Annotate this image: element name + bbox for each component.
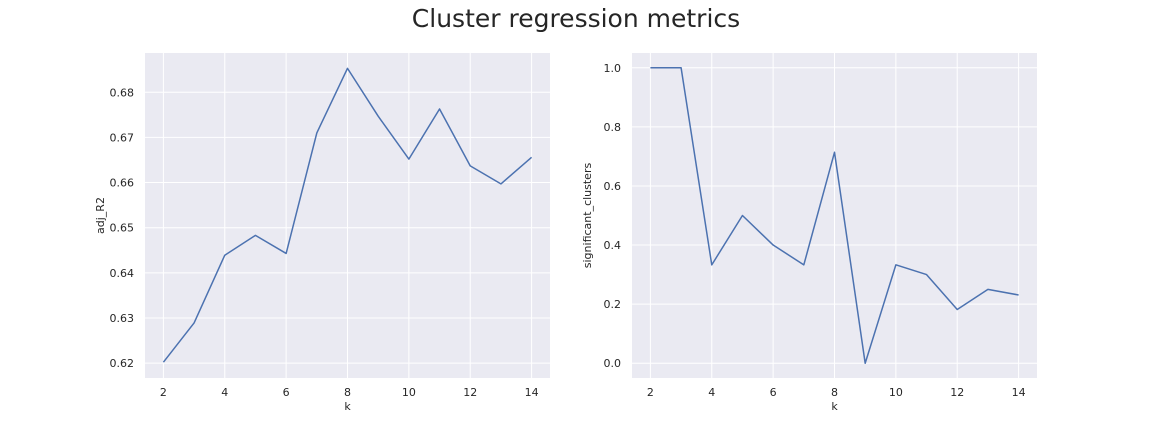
- chart2-data-point: [680, 66, 683, 69]
- chart2-x-tick-label: 2: [647, 386, 654, 399]
- chart1-x-tick-label: 10: [402, 386, 416, 399]
- chart1-data-point: [254, 234, 257, 237]
- chart2-data-point: [986, 288, 989, 291]
- chart2-data-point: [956, 308, 959, 311]
- chart2-data-point: [710, 263, 713, 266]
- chart2-x-axis-label: k: [831, 400, 838, 413]
- chart2-data-point: [649, 66, 652, 69]
- chart1-data-point: [499, 182, 502, 185]
- chart1-y-tick-label: 0.67: [110, 131, 135, 144]
- chart2-y-tick-label: 0.6: [604, 180, 622, 193]
- chart2-x-tick-label: 4: [708, 386, 715, 399]
- chart1-y-tick-label: 0.64: [110, 267, 135, 280]
- chart2-y-tick-label: 1.0: [604, 62, 622, 75]
- chart2-x-tick-label: 14: [1012, 386, 1026, 399]
- chart1-data-point: [377, 115, 380, 118]
- chart2-x-tick-label: 6: [770, 386, 777, 399]
- chart2-y-axis-label: significant_clusters: [581, 163, 594, 269]
- chart2-data-point: [741, 214, 744, 217]
- chart1-data-point: [193, 321, 196, 324]
- chart1-data-point: [315, 131, 318, 134]
- chart1-y-tick-label: 0.65: [110, 222, 135, 235]
- chart2-x-tick-label: 12: [950, 386, 964, 399]
- chart1-x-tick-label: 12: [463, 386, 477, 399]
- chart1-y-tick-label: 0.62: [110, 357, 135, 370]
- chart2-data-point: [894, 263, 897, 266]
- chart1-series-line: [162, 67, 533, 363]
- chart2-y-tick-label: 0.0: [604, 357, 622, 370]
- chart2-data-point: [864, 362, 867, 365]
- chart1-data-point: [285, 252, 288, 255]
- chart2-data-point: [925, 273, 928, 276]
- chart1-data-point: [530, 156, 533, 159]
- chart2-data-point: [802, 263, 805, 266]
- chart1-x-tick-label: 2: [160, 386, 167, 399]
- chart1-data-point: [223, 254, 226, 257]
- chart1-x-tick-label: 14: [525, 386, 539, 399]
- chart2-data-point: [772, 244, 775, 247]
- chart2-series-line: [650, 67, 1019, 364]
- chart2-x-tick-label: 10: [889, 386, 903, 399]
- chart1-data-point: [407, 158, 410, 161]
- chart1-x-axis-label: k: [344, 400, 351, 413]
- chart2-data-point: [1017, 293, 1020, 296]
- chart2-y-tick-label: 0.8: [604, 121, 622, 134]
- chart1-y-axis-label: adj_R2: [94, 197, 107, 234]
- chart1-y-tick-label: 0.68: [110, 86, 135, 99]
- chart1-data-point: [469, 164, 472, 167]
- chart1-x-tick-label: 4: [221, 386, 228, 399]
- figure-title: Cluster regression metrics: [411, 4, 741, 33]
- chart1-data-point: [162, 361, 165, 364]
- chart1-x-tick-label: 6: [283, 386, 290, 399]
- chart1-axes: 2 4 6 8 10 12 14 0.62 0.63 0.64 0.65 0.66 0.67 0.68 k a…: [94, 53, 550, 413]
- chart2-x-tick-label: 8: [831, 386, 838, 399]
- chart1-x-tick-label: 8: [344, 386, 351, 399]
- chart1-data-point: [346, 67, 349, 70]
- chart2-y-tick-label: 0.4: [604, 239, 622, 252]
- chart2-y-tick-label: 0.2: [604, 298, 622, 311]
- chart1-data-point: [438, 107, 441, 110]
- chart1-y-tick-label: 0.66: [110, 177, 135, 190]
- chart2-axes: 2 4 6 8 10 12 14 0.0 0.2 0.4 0.6 0.8 1.0 k significant…: [581, 53, 1037, 413]
- chart2-data-point: [833, 151, 836, 154]
- chart1-y-tick-label: 0.63: [110, 312, 135, 325]
